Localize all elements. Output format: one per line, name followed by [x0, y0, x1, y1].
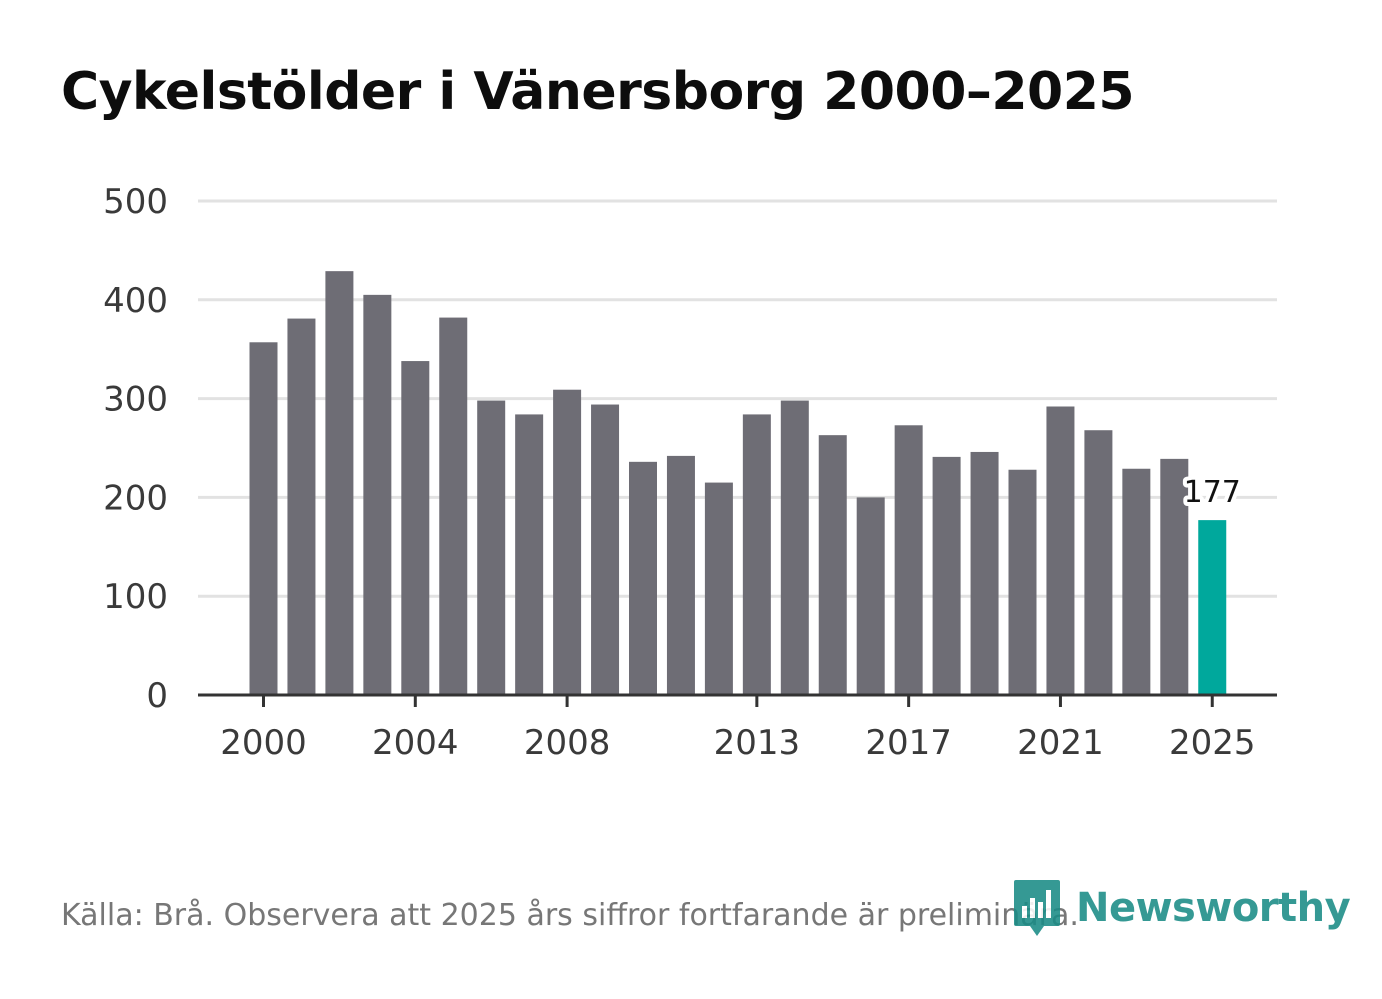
bar-2015 — [818, 435, 847, 695]
data-label-2025: 177 — [1184, 475, 1241, 510]
bar-2017 — [894, 425, 923, 695]
newsworthy-logo-icon — [1014, 880, 1060, 936]
bar-2012 — [704, 482, 733, 695]
source-note: Källa: Brå. Observera att 2025 års siffr… — [61, 898, 1079, 933]
bars — [249, 271, 1227, 695]
x-axis — [198, 693, 1277, 707]
bar-2010 — [629, 461, 657, 695]
y-tick-label-0: 0 — [146, 676, 168, 716]
brand-logo: Newsworthy — [1012, 878, 1351, 938]
x-tick-label-2008: 2008 — [524, 723, 611, 763]
bar-2019 — [970, 451, 999, 695]
bar-2021 — [1046, 406, 1075, 695]
bar-2007 — [515, 414, 544, 695]
x-axis-tick-labels: 2000 2004 2008 2013 2017 2021 2025 — [220, 723, 1255, 763]
data-labels: 177 — [1180, 471, 1245, 514]
bar-2006 — [477, 400, 506, 695]
gridlines — [198, 199, 1277, 598]
x-tick-label-2013: 2013 — [714, 723, 801, 763]
bar-2011 — [666, 455, 695, 695]
bar-2000 — [249, 342, 278, 695]
bar-2020 — [1008, 469, 1037, 695]
bar-2002 — [325, 271, 354, 695]
y-tick-label-400: 400 — [103, 281, 168, 321]
x-tick-label-2021: 2021 — [1017, 723, 1104, 763]
bar-2004 — [401, 361, 430, 695]
y-axis-tick-labels: 0 100 200 300 400 500 — [103, 182, 168, 716]
bar-2025 — [1198, 520, 1227, 695]
bar-2024 — [1160, 458, 1189, 695]
bar-2014 — [780, 400, 809, 695]
bar-2001 — [287, 318, 316, 695]
bar-2016 — [856, 497, 885, 695]
brand-name: Newsworthy — [1076, 885, 1351, 931]
y-tick-label-300: 300 — [103, 380, 168, 420]
chart-title: Cykelstölder i Vänersborg 2000–2025 — [61, 62, 1135, 122]
x-tick-label-2004: 2004 — [372, 723, 459, 763]
bar-2008 — [553, 389, 582, 695]
bar-chart: 0 100 200 300 400 500 2000 2004 2008 2013 2017 202… — [103, 182, 1277, 763]
bar-2013 — [742, 414, 771, 695]
x-tick-label-2000: 2000 — [220, 723, 307, 763]
bar-2009 — [591, 404, 620, 695]
y-tick-label-100: 100 — [103, 577, 168, 617]
bar-2003 — [363, 294, 392, 695]
x-tick-label-2025: 2025 — [1169, 723, 1256, 763]
bar-2005 — [439, 317, 468, 695]
y-tick-label-500: 500 — [103, 182, 168, 222]
bar-2018 — [932, 456, 961, 695]
y-tick-label-200: 200 — [103, 478, 168, 518]
x-tick-label-2017: 2017 — [865, 723, 952, 763]
bar-2022 — [1084, 430, 1113, 695]
bar-2023 — [1122, 468, 1151, 695]
